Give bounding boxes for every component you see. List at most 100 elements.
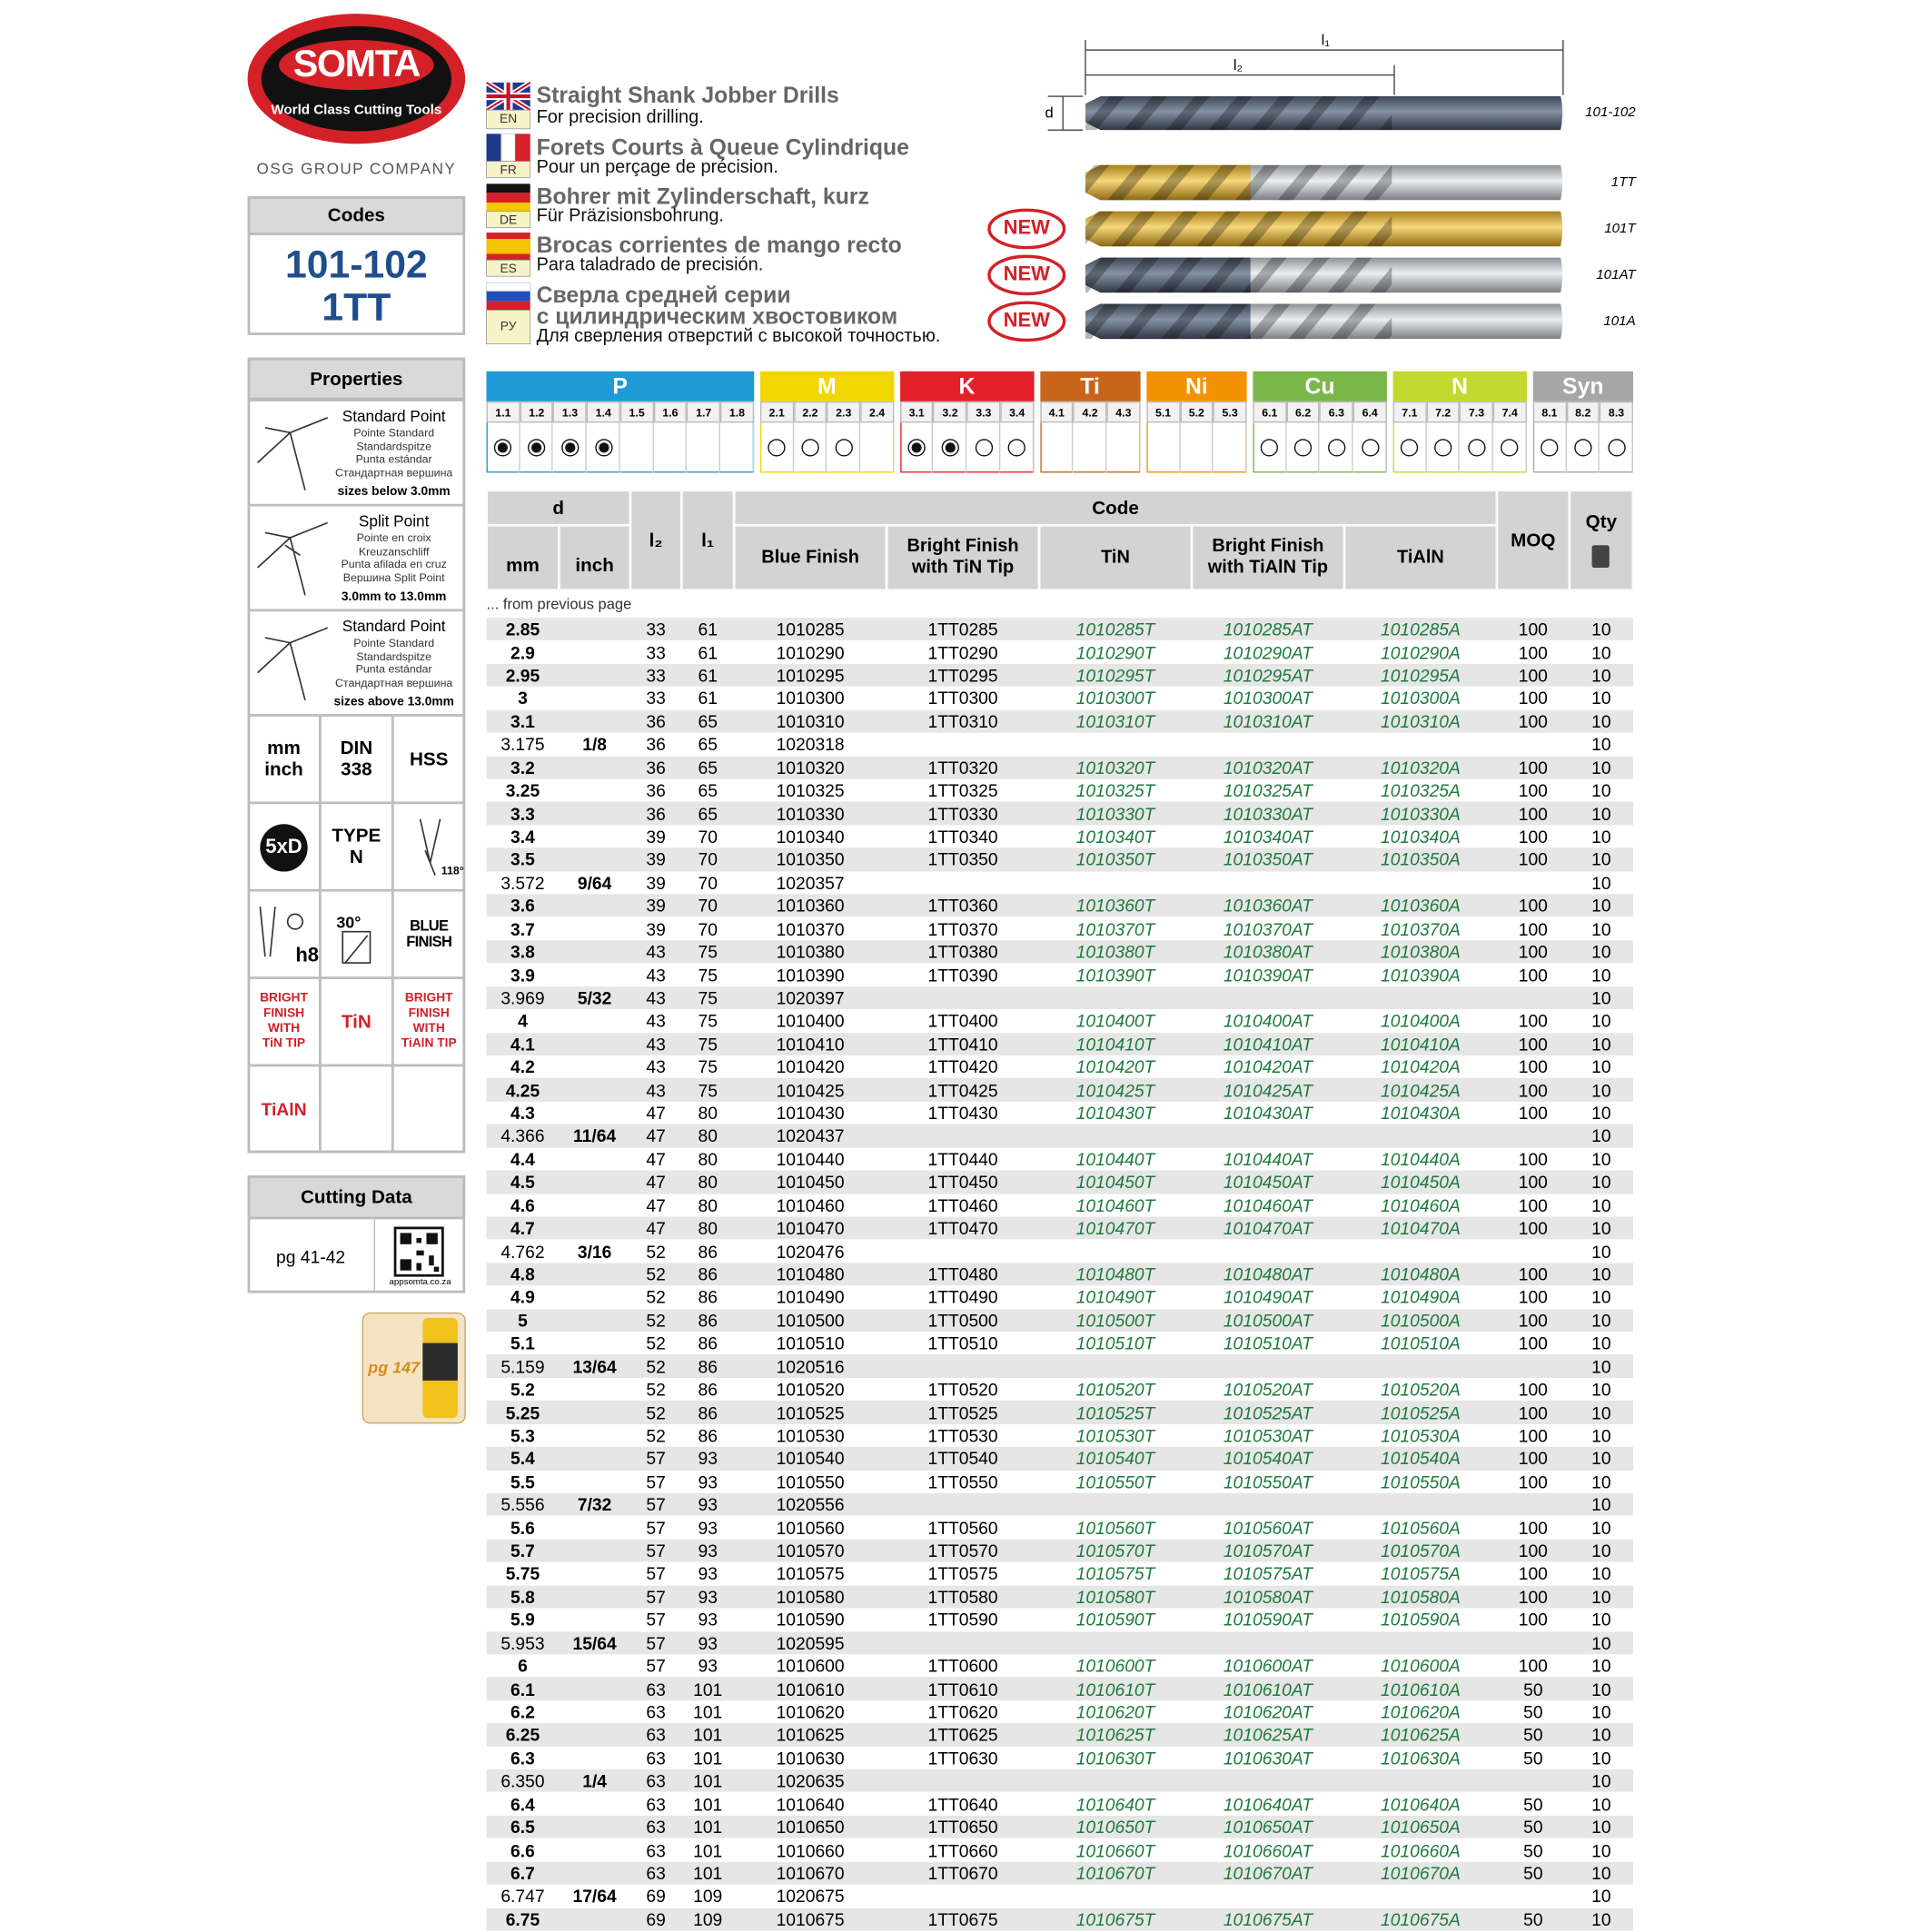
material-slot	[966, 422, 1001, 473]
table-cell: 1010550T	[1075, 1471, 1155, 1492]
table-cell: 1020556	[776, 1494, 845, 1515]
table-cell: 1010650A	[1380, 1817, 1461, 1838]
table-cell: 10	[1591, 1679, 1611, 1699]
table-cell: 1010420A	[1380, 1056, 1461, 1077]
property-cell: TiAlN	[247, 1065, 321, 1154]
material-sub: 3.1	[899, 401, 934, 423]
table-cell: 10	[1591, 1103, 1611, 1124]
table-cell: 1010360AT	[1223, 896, 1313, 916]
table-cell: 57	[646, 1655, 666, 1676]
table-cell: 1010620AT	[1223, 1701, 1313, 1722]
table-cell: 1010575T	[1075, 1563, 1155, 1584]
table-cell: 75	[698, 941, 718, 962]
table-cell: 10	[1591, 1356, 1611, 1377]
table-cell: 10	[1591, 757, 1611, 778]
table-cell: 1010430	[776, 1103, 845, 1124]
material-slot	[720, 422, 754, 473]
logo-shape	[247, 14, 466, 144]
table-row	[486, 1354, 1633, 1378]
table-row	[486, 1838, 1633, 1862]
table-cell: 1010650	[776, 1817, 845, 1838]
table-cell: 1010330AT	[1223, 803, 1313, 824]
table-cell: 1010370AT	[1223, 918, 1313, 939]
table-cell: 10	[1591, 711, 1611, 732]
property-label: BRIGHT	[260, 991, 308, 1006]
table-cell: 86	[698, 1310, 718, 1331]
material-marker	[594, 439, 612, 457]
code-value: 101-102	[285, 243, 428, 287]
table-cell: 1010425AT	[1223, 1079, 1313, 1100]
table-cell: 47	[646, 1125, 666, 1146]
table-cell: 1010580	[776, 1586, 845, 1607]
table-cell: 65	[698, 734, 718, 755]
table-cell: 1010570T	[1075, 1541, 1155, 1561]
table-cell: 65	[698, 711, 718, 732]
material-marker	[941, 439, 959, 457]
point-note: sizes below 3.0mm	[337, 484, 451, 499]
header-line: TiN	[1101, 547, 1130, 568]
table-cell: 36	[646, 734, 666, 755]
material-slot	[620, 422, 654, 473]
material-sub: 2.2	[793, 401, 827, 423]
table-cell: 10	[1591, 1586, 1611, 1607]
header-cell: d	[486, 490, 630, 526]
title: Forets Courts à Queue Cylindrique	[536, 134, 909, 160]
table-cell: 1010590AT	[1223, 1610, 1313, 1630]
table-cell: 1010480T	[1075, 1263, 1155, 1284]
table-cell: 100	[1518, 1586, 1548, 1607]
table-cell: 1010670T	[1075, 1863, 1155, 1884]
table-row	[486, 963, 1633, 986]
header-line: Bright Finish	[907, 536, 1019, 557]
table-cell: 1010550A	[1380, 1471, 1461, 1492]
table-cell: 6	[518, 1655, 528, 1676]
table-cell: 80	[698, 1125, 718, 1146]
table-cell: 1010500T	[1075, 1310, 1155, 1331]
table-cell: 1010540AT	[1223, 1448, 1313, 1469]
tagline: World Class Cutting Tools	[271, 102, 442, 118]
table-cell: 3.6	[510, 896, 535, 916]
table-cell: 101	[693, 1770, 723, 1791]
table-cell: 100	[1518, 1610, 1548, 1630]
table-cell: 15/64	[572, 1632, 617, 1653]
table-cell: 57	[646, 1632, 666, 1653]
table-cell: 100	[1518, 826, 1548, 847]
material-sub: 1.6	[653, 401, 688, 423]
table-cell: 1TT0625	[927, 1725, 998, 1746]
table-cell: 1010450	[776, 1172, 845, 1193]
table-cell: 1010600T	[1075, 1655, 1155, 1676]
material-marker	[1434, 439, 1452, 457]
table-cell: 1010460AT	[1223, 1194, 1313, 1215]
table-cell: 93	[698, 1655, 718, 1676]
header-cell: Qty	[1569, 490, 1633, 590]
table-cell: 101	[693, 1794, 723, 1815]
table-cell: 1010590T	[1075, 1610, 1155, 1630]
table-cell: 43	[646, 987, 666, 1008]
table-cell: 100	[1518, 1079, 1548, 1100]
material-title: Ti	[1039, 371, 1141, 401]
table-cell: 10	[1591, 1034, 1611, 1055]
table-cell: 52	[646, 1402, 666, 1423]
table-cell: 2.85	[505, 619, 540, 639]
table-row	[486, 1815, 1633, 1839]
table-cell: 1010500A	[1380, 1310, 1461, 1331]
table-cell: 1010340T	[1075, 826, 1155, 847]
table-cell: 1010360	[776, 896, 845, 916]
table-row	[486, 1423, 1633, 1448]
table-cell: 1010390A	[1380, 965, 1461, 986]
table-cell: 86	[698, 1263, 718, 1284]
table-cell: 5.7	[510, 1541, 535, 1561]
table-cell: 57	[646, 1494, 666, 1515]
material-sub: 5.3	[1213, 401, 1247, 423]
table-cell: 6.1	[510, 1679, 535, 1699]
table-row	[486, 940, 1633, 964]
table-cell: 4.9	[510, 1287, 535, 1308]
table-cell: 1010660A	[1380, 1839, 1461, 1860]
table-row	[486, 1032, 1633, 1055]
table-cell: 10	[1591, 1701, 1611, 1722]
table-cell: 101	[693, 1817, 723, 1838]
table-cell: 80	[698, 1149, 718, 1170]
table-cell: 1010625A	[1380, 1725, 1461, 1746]
table-cell: 1010525T	[1075, 1402, 1155, 1423]
material-slot	[553, 422, 587, 473]
table-cell: 52	[646, 1379, 666, 1400]
